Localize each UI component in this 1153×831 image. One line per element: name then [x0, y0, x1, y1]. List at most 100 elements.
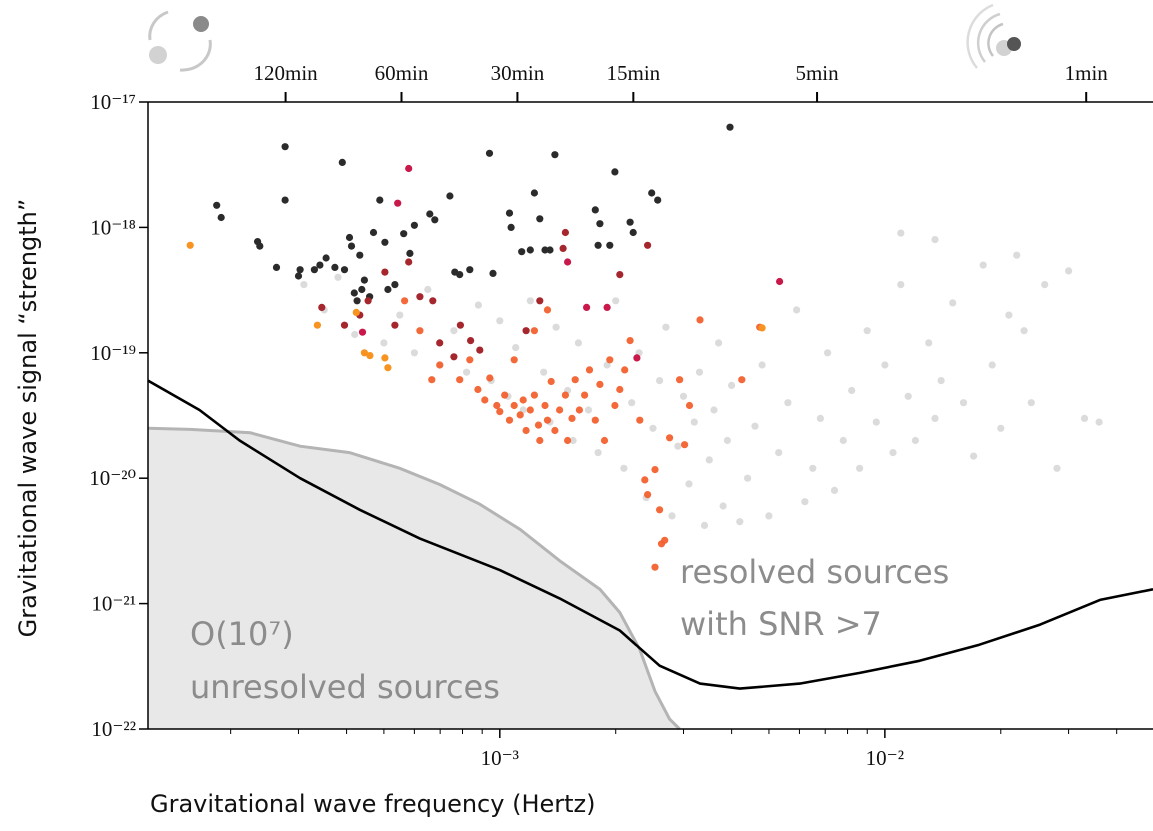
source-point — [575, 406, 584, 414]
source-point — [690, 418, 698, 426]
source-point — [310, 266, 318, 274]
source-point — [353, 297, 361, 305]
source-point — [313, 321, 321, 329]
source-point — [662, 323, 670, 331]
source-point — [596, 220, 604, 228]
top-tick-label: 120min — [254, 61, 319, 85]
source-point — [1095, 418, 1103, 426]
source-point — [651, 563, 659, 571]
source-point — [666, 434, 674, 442]
source-point — [848, 386, 856, 395]
source-point — [376, 196, 384, 204]
source-point — [809, 464, 817, 472]
source-point — [931, 236, 939, 244]
source-point — [541, 401, 549, 410]
source-point — [381, 354, 389, 362]
source-point — [793, 306, 801, 314]
source-point — [450, 327, 458, 335]
source-point — [705, 456, 713, 464]
source-point — [467, 337, 475, 345]
source-point — [676, 376, 684, 384]
source-point — [561, 391, 570, 399]
source-point — [519, 396, 527, 404]
source-point — [410, 221, 418, 229]
source-point — [719, 502, 727, 510]
source-point — [616, 271, 624, 279]
source-point — [352, 308, 360, 316]
source-point — [574, 339, 583, 347]
x-axis-label: Gravitational wave frequency (Hertz) — [150, 790, 596, 818]
source-point — [296, 266, 304, 274]
source-point — [784, 399, 792, 407]
source-point — [620, 464, 628, 472]
source-point — [381, 268, 389, 276]
source-point — [564, 436, 572, 445]
source-point — [765, 512, 773, 520]
top-tick-label: 1min — [1065, 61, 1109, 85]
source-point — [518, 248, 526, 256]
source-point — [600, 436, 609, 445]
source-point — [541, 246, 549, 254]
source-point — [641, 476, 649, 484]
source-point — [496, 317, 504, 325]
source-point — [322, 254, 330, 262]
y-tick-label: 10⁻²² — [91, 717, 136, 741]
source-point — [736, 518, 744, 526]
source-point — [381, 238, 389, 246]
source-point — [681, 441, 689, 449]
source-point — [603, 303, 611, 311]
source-point — [552, 323, 560, 331]
source-point — [649, 424, 657, 432]
source-point — [501, 391, 509, 399]
source-point — [530, 327, 539, 335]
source-point — [358, 285, 366, 294]
source-point — [679, 392, 688, 400]
sensitivity-curve — [147, 379, 1153, 690]
source-point — [1020, 327, 1028, 335]
source-point — [543, 306, 552, 314]
source-point — [656, 377, 664, 385]
source-point — [856, 464, 864, 472]
source-point — [685, 480, 693, 488]
y-tick-label: 10⁻¹⁷ — [90, 90, 136, 114]
source-point — [300, 281, 308, 289]
source-point — [728, 381, 736, 389]
source-point — [611, 401, 619, 410]
source-point — [551, 426, 559, 435]
y-tick-label: 10⁻¹⁹ — [90, 341, 136, 365]
source-point — [446, 192, 454, 200]
source-point — [758, 324, 766, 332]
x-tick-label: 10⁻³ — [481, 746, 519, 770]
source-point — [213, 201, 221, 209]
source-point — [512, 344, 520, 352]
source-point — [366, 352, 374, 360]
source-point — [256, 242, 264, 250]
source-point — [347, 242, 356, 250]
source-point — [505, 209, 514, 217]
source-point — [338, 158, 346, 166]
source-point — [581, 391, 589, 399]
source-point — [988, 361, 996, 369]
source-point — [556, 406, 564, 414]
source-point — [997, 424, 1005, 432]
source-point — [281, 196, 289, 204]
y-axis-label: Gravitational wave signal “strength” — [14, 199, 42, 638]
source-point — [481, 396, 489, 404]
source-point — [1041, 281, 1049, 289]
source-point — [611, 168, 619, 176]
source-point — [561, 228, 570, 237]
source-point — [626, 337, 634, 345]
source-point — [474, 301, 482, 309]
top-tick-label: 15min — [607, 61, 661, 85]
source-point — [436, 339, 444, 347]
source-point — [463, 368, 471, 376]
source-point — [726, 123, 734, 131]
source-point — [751, 422, 759, 430]
source-point — [839, 436, 847, 445]
source-point — [606, 356, 614, 364]
source-point — [801, 498, 809, 506]
source-point — [685, 401, 694, 410]
source-point — [507, 223, 515, 231]
source-point — [345, 233, 354, 242]
source-point — [474, 385, 482, 394]
